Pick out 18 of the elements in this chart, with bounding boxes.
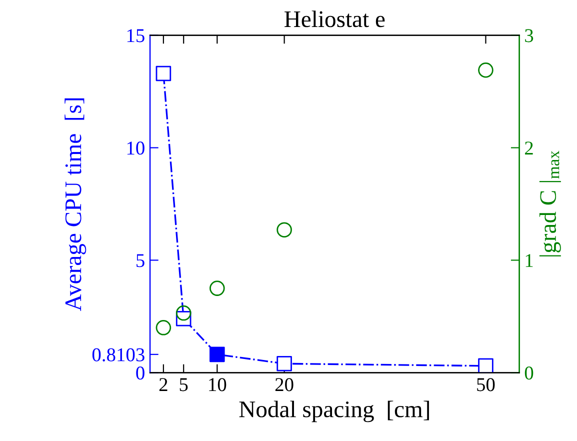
y-tick-label: 5 bbox=[136, 254, 144, 268]
x-tick-label: 50 bbox=[477, 378, 495, 392]
x-tick-label: 5 bbox=[180, 378, 188, 392]
y-tick-label: 0 bbox=[136, 366, 144, 380]
y-tick-label: 10 bbox=[127, 142, 144, 155]
y-tick-label: 15 bbox=[127, 29, 144, 42]
y2-tick-label: 0 bbox=[524, 366, 534, 380]
x-axis-title: Nodal spacing [cm] bbox=[239, 400, 429, 422]
y2-tick-label: 1 bbox=[526, 254, 533, 267]
y2-tick-label: 3 bbox=[525, 29, 534, 42]
y2-tick-label: 2 bbox=[525, 142, 533, 154]
y2-axis-title: |grad C |$_{max}$ bbox=[539, 150, 561, 256]
x-tick-label: 2 bbox=[159, 378, 168, 391]
y-tick-label: 0.8103 bbox=[92, 348, 144, 362]
y-axis-title: Average CPU time [s] bbox=[64, 98, 86, 312]
x-tick-label: 10 bbox=[209, 378, 226, 392]
x-tick-label: 20 bbox=[275, 378, 294, 392]
chart-title: Heliostat e bbox=[284, 10, 385, 28]
